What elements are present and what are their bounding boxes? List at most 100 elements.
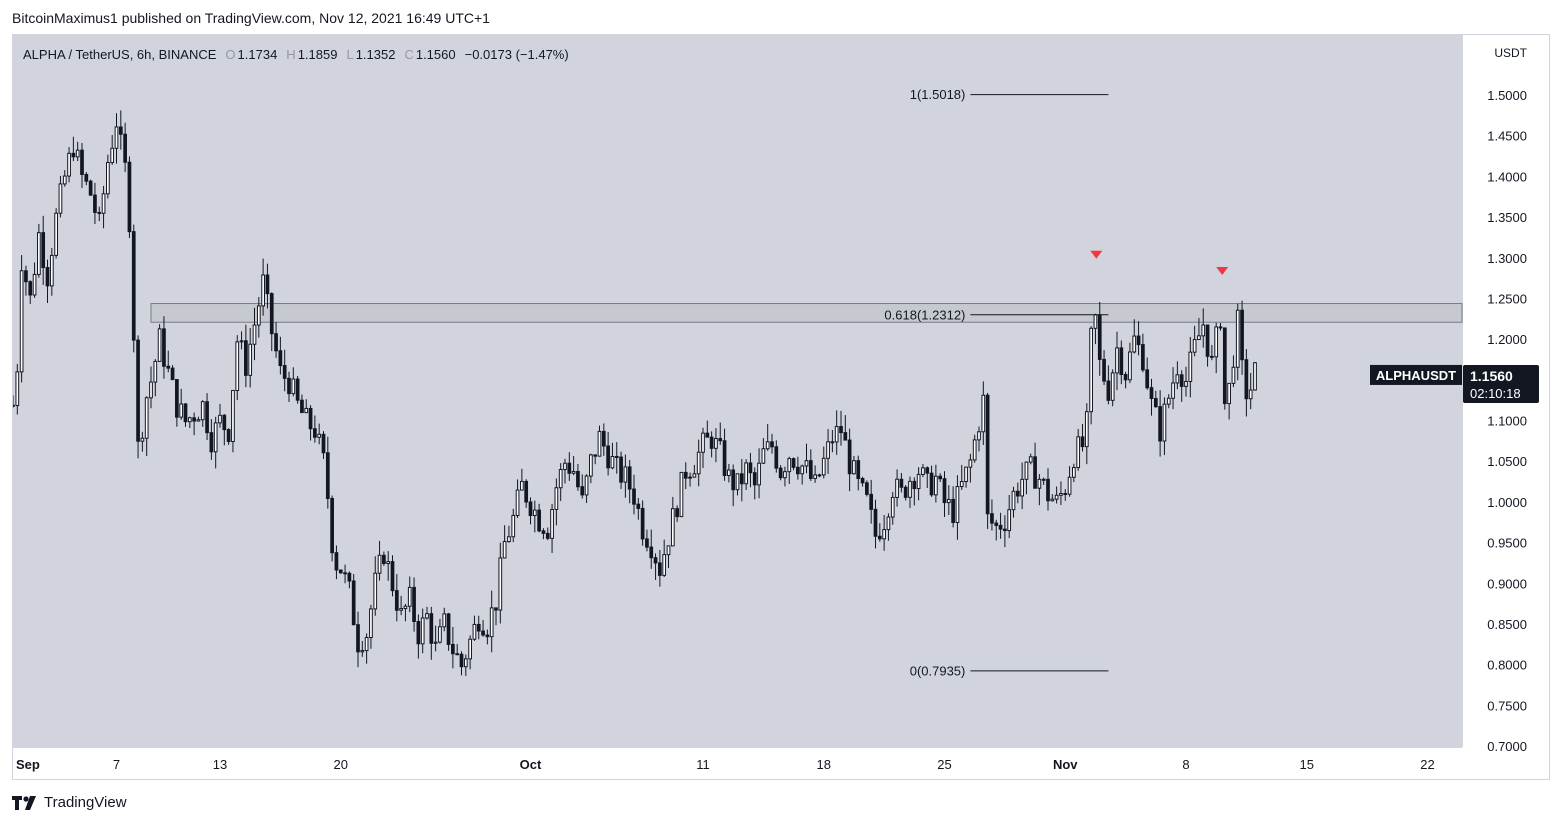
candle-body	[153, 360, 158, 383]
time-axis-label: 13	[213, 757, 227, 772]
candle-body	[390, 561, 395, 592]
candle-body	[899, 478, 904, 488]
candle-body	[80, 149, 84, 175]
candle-body	[981, 394, 986, 433]
candle-body	[675, 508, 679, 518]
candle-body	[610, 455, 615, 469]
candle-body	[1020, 478, 1024, 497]
candle-body	[877, 535, 882, 540]
tradingview-logo-icon	[12, 795, 36, 810]
rejection-marker-icon	[1090, 250, 1103, 259]
candle-body	[455, 653, 460, 656]
candle-body	[71, 152, 76, 158]
candle-body	[330, 497, 334, 554]
time-axis-label: Nov	[1053, 757, 1078, 772]
candle-body	[187, 417, 192, 423]
candle-body	[1011, 490, 1016, 511]
candle-body	[890, 496, 895, 518]
candle-body	[1076, 436, 1081, 469]
candle-body	[269, 293, 274, 335]
candle-body	[1115, 347, 1119, 374]
candle-body	[925, 467, 930, 474]
candle-body	[200, 401, 205, 421]
last-price-tag	[1463, 364, 1539, 403]
candle-body	[998, 524, 1003, 530]
candle-body	[62, 175, 67, 185]
candle-body	[41, 232, 46, 269]
time-axis-label: Oct	[520, 757, 542, 772]
price-axis-tick-label: 1.3500	[1487, 210, 1527, 225]
time-axis-label: 11	[696, 757, 710, 772]
time-axis-label: 15	[1300, 757, 1314, 772]
candle-body	[532, 509, 537, 517]
candle-body	[1162, 403, 1167, 442]
candle-body	[106, 162, 110, 195]
candle-body	[235, 341, 240, 391]
candle-body	[614, 455, 619, 458]
candle-body	[1072, 467, 1076, 478]
candle-body	[1007, 509, 1012, 532]
candle-body	[451, 643, 455, 655]
candle-body	[688, 476, 692, 479]
candle-body	[1050, 498, 1055, 502]
candle-body	[1235, 309, 1240, 368]
candle-body	[179, 403, 184, 418]
candle-body	[692, 473, 697, 478]
candle-body	[334, 552, 339, 571]
candle-body	[796, 466, 800, 475]
price-axis-tick-label: 0.9500	[1487, 536, 1527, 551]
candle-body	[131, 231, 136, 341]
candle-body	[1153, 398, 1158, 408]
candle-body	[1024, 461, 1029, 480]
candle-body	[601, 430, 606, 447]
time-axis-label: 20	[334, 757, 348, 772]
candle-body	[817, 474, 822, 477]
candle-body	[239, 340, 244, 343]
candle-body	[528, 501, 533, 517]
candle-body	[425, 613, 429, 619]
price-axis-tick-label: 1.2500	[1487, 291, 1527, 306]
candle-body	[291, 378, 296, 395]
candle-body	[1166, 397, 1171, 405]
candle-body	[873, 508, 878, 537]
candle-body	[834, 426, 839, 443]
legend-close-label: C	[404, 47, 413, 62]
candle-body	[718, 438, 723, 442]
price-axis-currency: USDT	[1494, 46, 1527, 60]
time-axis-panel	[13, 747, 1549, 779]
candle-body	[1253, 362, 1257, 391]
fib-level-label: 0(0.7935)	[910, 663, 966, 678]
candle-body	[459, 653, 464, 668]
candle-body	[929, 472, 934, 496]
footer-brand: TradingView	[44, 794, 127, 811]
candle-body	[821, 457, 826, 476]
candle-body	[144, 397, 149, 439]
candle-body	[442, 613, 447, 628]
candle-body	[88, 180, 93, 196]
price-axis-tick-label: 0.8500	[1487, 617, 1527, 632]
candle-body	[946, 498, 951, 504]
candle-body	[338, 569, 343, 574]
candle-body	[282, 365, 287, 379]
candle-body	[472, 623, 477, 640]
time-axis-label: Sep	[16, 757, 40, 772]
legend-high-value: 1.1859	[298, 47, 338, 62]
candle-body	[550, 508, 554, 539]
candle-body	[45, 267, 50, 287]
candle-body	[1158, 406, 1162, 442]
candle-body	[537, 509, 541, 532]
footer: TradingView	[12, 794, 127, 811]
price-chart[interactable]: 1(1.5018) 0.618(1.2312) 0(0.7935) ALPHA / T…	[13, 35, 1549, 779]
candle-body	[783, 471, 787, 479]
publisher-line: BitcoinMaximus1 published on TradingView…	[12, 10, 490, 26]
candle-body	[127, 161, 132, 233]
candle-body	[1033, 456, 1037, 489]
candle-body	[351, 580, 356, 626]
candle-body	[761, 448, 766, 464]
candle-body	[903, 486, 908, 498]
candle-body	[653, 557, 658, 564]
candle-body	[1179, 374, 1184, 387]
candle-body	[972, 439, 977, 461]
candle-body	[67, 152, 71, 177]
fib-level-label: 0.618(1.2312)	[884, 307, 965, 322]
